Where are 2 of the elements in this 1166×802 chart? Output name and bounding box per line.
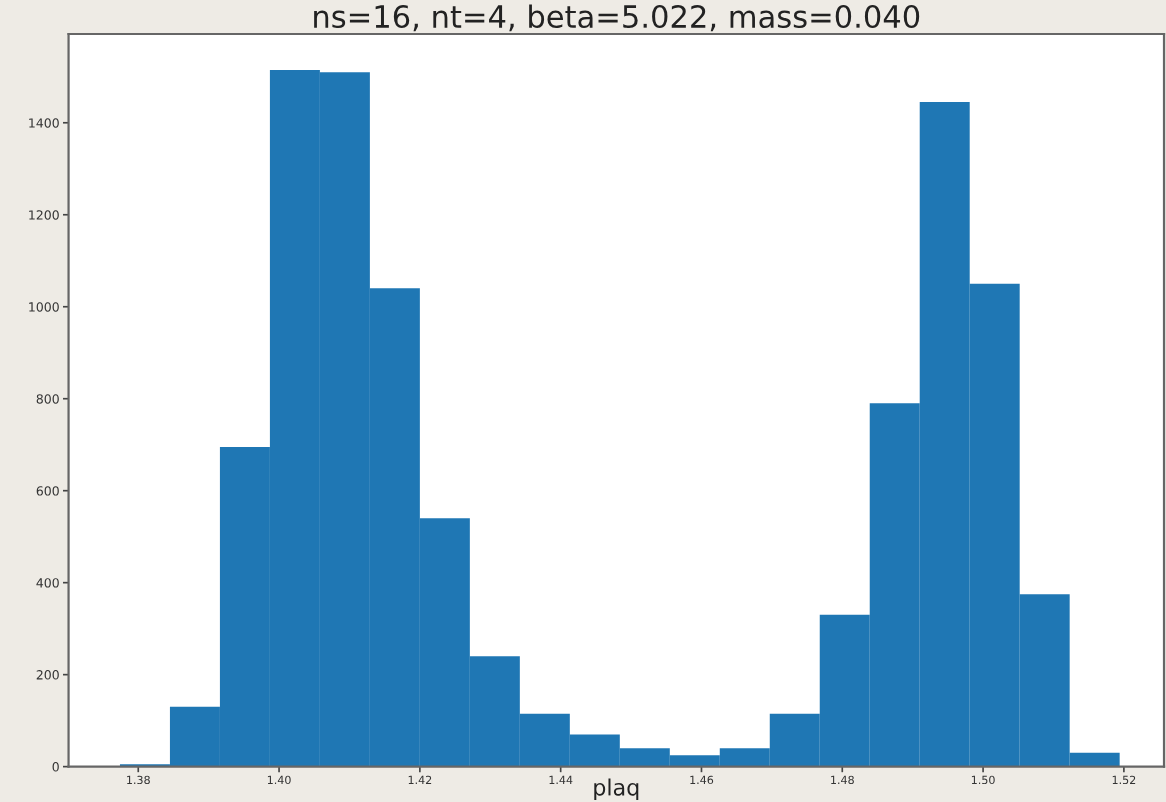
chart-title: ns=16, nt=4, beta=5.022, mass=0.040 [314, 4, 920, 32]
x-axis-title: plaq [594, 778, 639, 800]
